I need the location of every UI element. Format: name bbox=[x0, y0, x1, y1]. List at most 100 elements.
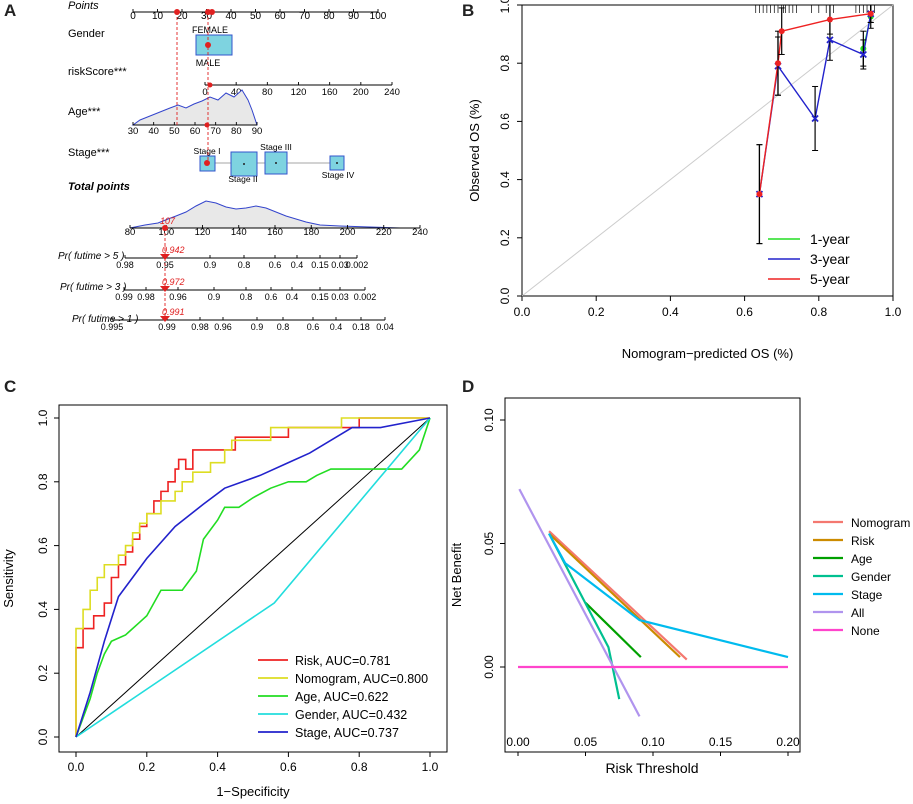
axis-tick-label: 0.04 bbox=[376, 322, 394, 332]
axis-tick-label: 70 bbox=[210, 126, 221, 137]
axis-tick-label: 240 bbox=[384, 87, 400, 98]
legend-label: None bbox=[851, 624, 880, 638]
x-tick-label: 0.0 bbox=[514, 305, 531, 319]
decision-curve-all bbox=[518, 488, 641, 717]
axis-tick-label: 80 bbox=[125, 227, 136, 238]
axis-tick-label: 30 bbox=[128, 126, 139, 137]
decision-curve-age bbox=[584, 601, 642, 658]
legend-label: Risk bbox=[851, 534, 875, 548]
plot-frame bbox=[58, 404, 448, 753]
axis-tick-label: 140 bbox=[231, 227, 247, 238]
axis-tick-label: 0.96 bbox=[214, 322, 232, 332]
x-tick-label: 0.2 bbox=[138, 760, 155, 774]
decision-curve-gender bbox=[548, 533, 621, 700]
x-tick-label: 0.4 bbox=[209, 760, 226, 774]
roc-curve-stage bbox=[75, 417, 431, 738]
axis-tick-label: 120 bbox=[291, 87, 307, 98]
axis-tick-label: 220 bbox=[376, 227, 392, 238]
gender-box-female bbox=[195, 34, 233, 56]
legend-label: 3-year bbox=[810, 251, 850, 267]
y-tick-label: 0.6 bbox=[36, 537, 50, 554]
axis-tick-label: 0.99 bbox=[158, 322, 176, 332]
x-tick-label: 0.2 bbox=[588, 305, 605, 319]
axis-tick-label: 60 bbox=[274, 11, 286, 22]
axis-tick-label: 40 bbox=[231, 87, 242, 98]
x-tick-label: 0.4 bbox=[662, 305, 679, 319]
axis-tick-label: 160 bbox=[267, 227, 283, 238]
age-density-curve bbox=[131, 89, 258, 126]
legend-label: Stage bbox=[851, 588, 883, 602]
marker-value: 0.972 bbox=[162, 277, 185, 287]
decision-curve-risk bbox=[548, 532, 681, 658]
axis-tick-label: 40 bbox=[148, 126, 159, 137]
x-tick-label: 0.10 bbox=[641, 735, 665, 749]
y-tick-label: 0.4 bbox=[36, 601, 50, 618]
diagonal-reference-line bbox=[75, 417, 431, 738]
y-tick-label: 0.10 bbox=[482, 408, 496, 432]
y-tick-label: 0.0 bbox=[36, 728, 50, 745]
axis-tick-label: 40 bbox=[225, 11, 237, 22]
axis-tick-label: 0.03 bbox=[331, 292, 349, 302]
axis-tick-label: 0.4 bbox=[330, 322, 343, 332]
axis-tick-label: 30 bbox=[201, 11, 213, 22]
axis-tick-label: 0.6 bbox=[307, 322, 320, 332]
axis-tick-label: 60 bbox=[190, 126, 201, 137]
axis-tick-label: 90 bbox=[252, 126, 263, 137]
y-axis-label: Observed OS (%) bbox=[467, 99, 482, 202]
legend-label: Nomogram, AUC=0.800 bbox=[295, 672, 428, 686]
y-axis-label: Sensitivity bbox=[1, 549, 16, 608]
axis-tick-label: 80 bbox=[262, 87, 273, 98]
row-name: Pr( futime > 5 ) bbox=[58, 251, 124, 262]
axis-tick-label: 0.98 bbox=[116, 260, 134, 270]
nomogram-panel: Points Gender riskScore*** Age*** Stage*** To… bbox=[58, 0, 428, 332]
axis-tick-label: 0.8 bbox=[238, 260, 251, 270]
x-axis-label: Risk Threshold bbox=[605, 760, 698, 776]
axis-tick-label: 0.9 bbox=[251, 322, 264, 332]
legend-label: Stage, AUC=0.737 bbox=[295, 726, 399, 740]
legend-label: Gender, AUC=0.432 bbox=[295, 708, 407, 722]
y-tick-label: 0.05 bbox=[482, 531, 496, 555]
panel-label-a: A bbox=[4, 1, 16, 20]
axis-tick-label: 0.4 bbox=[291, 260, 304, 270]
axis-tick-label: 0.98 bbox=[191, 322, 209, 332]
legend-label: 1-year bbox=[810, 231, 850, 247]
stage-dot bbox=[336, 162, 338, 164]
data-point bbox=[811, 114, 819, 123]
roc-curve-gender bbox=[75, 417, 431, 738]
axis-tick-label: 240 bbox=[412, 227, 428, 238]
axis-tick-label: 0 bbox=[130, 11, 136, 22]
axis-tick-label: 0.96 bbox=[169, 292, 187, 302]
total-points-density bbox=[129, 200, 401, 229]
y-tick-label: 1.0 bbox=[36, 409, 50, 426]
y-axis-label: Net Benefit bbox=[449, 542, 464, 607]
axis-tick-label: 10 bbox=[152, 11, 164, 22]
data-point bbox=[867, 10, 874, 17]
legend-label: 5-year bbox=[810, 271, 850, 287]
legend-label: All bbox=[851, 606, 864, 620]
axis-tick-label: 0.15 bbox=[311, 260, 329, 270]
riskscore-marker bbox=[207, 82, 213, 88]
plot-frame bbox=[521, 4, 894, 297]
row-name: Pr( futime > 1 ) bbox=[72, 314, 138, 325]
axis-tick-label: 0.15 bbox=[311, 292, 329, 302]
axis-tick-label: 0 bbox=[202, 87, 207, 98]
axis-tick-label: 0.4 bbox=[286, 292, 299, 302]
x-axis-label: Nomogram−predicted OS (%) bbox=[622, 346, 794, 361]
legend-label: Nomogram bbox=[851, 516, 910, 530]
legend-label: Risk, AUC=0.781 bbox=[295, 654, 391, 668]
y-tick-label: 0.6 bbox=[498, 113, 512, 130]
axis-tick-label: 200 bbox=[340, 227, 356, 238]
x-tick-label: 1.0 bbox=[422, 760, 439, 774]
x-tick-label: 0.0 bbox=[68, 760, 85, 774]
axis-tick-label: 200 bbox=[353, 87, 369, 98]
axis-tick-label: 0.9 bbox=[208, 292, 221, 302]
points-marker bbox=[209, 9, 215, 15]
axis-tick-label: 90 bbox=[348, 11, 360, 22]
axis-tick-label: 0.6 bbox=[265, 292, 278, 302]
x-axis-label: 1−Specificity bbox=[216, 784, 290, 799]
x-tick-label: 0.8 bbox=[810, 305, 827, 319]
data-point bbox=[778, 28, 785, 35]
y-tick-label: 0.0 bbox=[498, 287, 512, 304]
points-marker bbox=[174, 9, 180, 15]
